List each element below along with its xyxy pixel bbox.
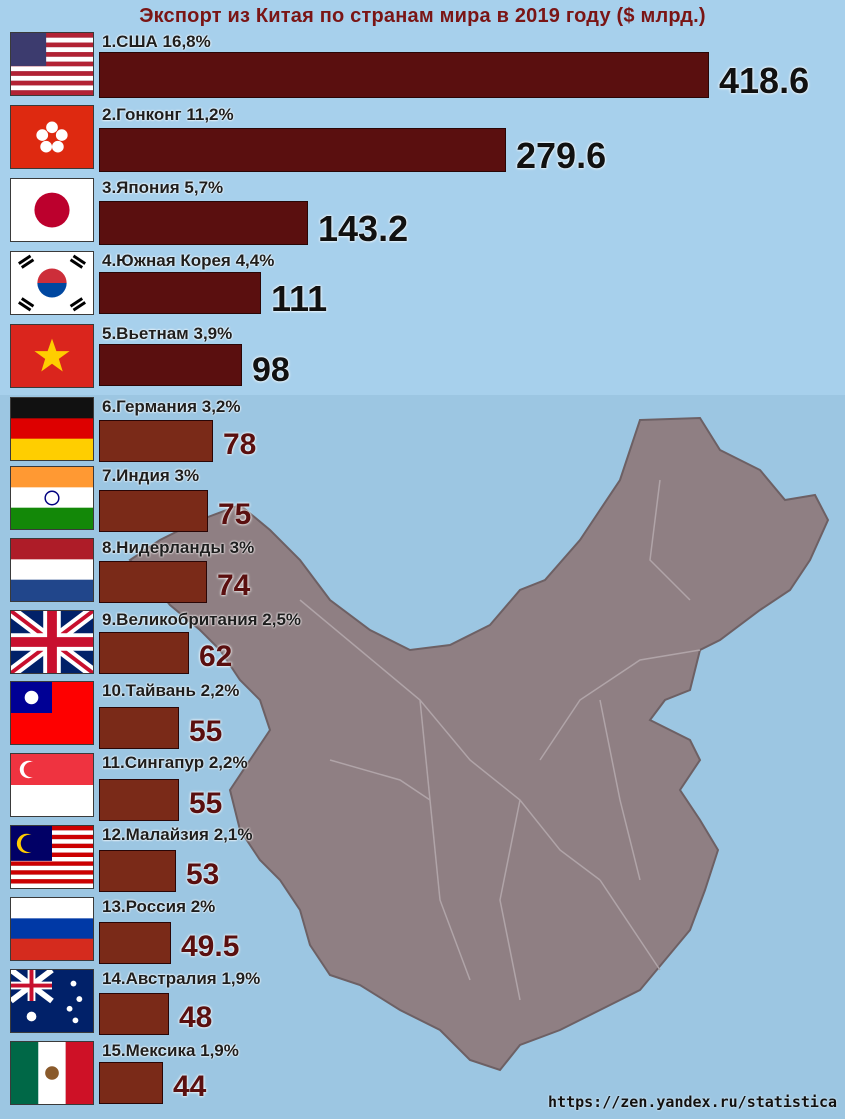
bar (99, 993, 169, 1035)
value-label: 48 (179, 1000, 213, 1034)
singapore-flag-icon (10, 753, 94, 817)
malaysia-flag-icon (10, 825, 94, 889)
south-korea-flag-icon (10, 251, 94, 315)
value-label: 111 (271, 278, 328, 320)
bar (99, 201, 308, 245)
mexico-flag-icon (10, 1041, 94, 1105)
chart-row: 15.Мексика 1,9% 44 (0, 1041, 845, 1109)
russia-flag-icon (10, 897, 94, 961)
uk-flag-icon (10, 610, 94, 674)
category-label: 5.Вьетнам 3,9% (102, 324, 233, 343)
chart-row: 12.Малайзия 2,1% 53 (0, 825, 845, 893)
taiwan-flag-icon (10, 681, 94, 745)
category-label: 2.Гонконг 11,2% (102, 105, 234, 124)
bar (99, 632, 189, 674)
value-label: 98 (252, 351, 290, 390)
value-label: 55 (189, 714, 223, 748)
category-label: 7.Индия 3% (102, 466, 200, 485)
vietnam-flag-icon (10, 324, 94, 388)
japan-flag-icon (10, 178, 94, 242)
value-label: 53 (186, 857, 220, 891)
value-label: 62 (199, 639, 233, 673)
india-flag-icon (10, 466, 94, 530)
category-label: 10.Тайвань 2,2% (102, 681, 240, 700)
chart-row: 8.Нидерланды 3% 74 (0, 538, 845, 606)
value-label: 143.2 (318, 208, 409, 250)
category-label: 15.Мексика 1,9% (102, 1041, 239, 1060)
bar (99, 128, 506, 172)
value-label: 78 (223, 427, 257, 461)
category-label: 6.Германия 3,2% (102, 397, 241, 416)
chart-row: 13.Россия 2% 49.5 (0, 897, 845, 965)
category-label: 8.Нидерланды 3% (102, 538, 255, 557)
category-label: 14.Австралия 1,9% (102, 969, 261, 988)
category-label: 4.Южная Корея 4,4% (102, 251, 275, 270)
netherlands-flag-icon (10, 538, 94, 602)
chart-title: Экспорт из Китая по странам мира в 2019 … (139, 5, 706, 27)
chart-row: 10.Тайвань 2,2% 55 (0, 681, 845, 749)
category-label: 3.Япония 5,7% (102, 178, 224, 197)
germany-flag-icon (10, 397, 94, 461)
value-label: 49.5 (181, 929, 240, 963)
bar (99, 561, 207, 603)
chart-row: 6.Германия 3,2% 78 (0, 397, 845, 465)
chart-row: 9.Великобритания 2,5% 62 (0, 610, 845, 678)
bar (99, 922, 171, 964)
category-label: 12.Малайзия 2,1% (102, 825, 253, 844)
bar (99, 850, 176, 892)
value-label: 44 (173, 1069, 207, 1103)
chart-row: 1.США 16,8% 418.6 (0, 32, 845, 102)
bar (99, 52, 709, 98)
bar (99, 707, 179, 749)
source-url: https://zen.yandex.ru/statistica (548, 1093, 837, 1111)
chart-row: 5.Вьетнам 3,9% 98 (0, 324, 845, 392)
usa-flag-icon (10, 32, 94, 96)
bar (99, 779, 179, 821)
value-label: 75 (218, 497, 252, 531)
bar (99, 420, 213, 462)
value-label: 55 (189, 786, 223, 820)
category-label: 9.Великобритания 2,5% (102, 610, 302, 629)
category-label: 13.Россия 2% (102, 897, 216, 916)
bar (99, 344, 242, 386)
value-label: 418.6 (719, 60, 810, 102)
value-label: 279.6 (516, 135, 607, 177)
bar (99, 272, 261, 314)
chart-row: 7.Индия 3% 75 (0, 466, 845, 534)
china-map-shape (128, 416, 830, 1072)
australia-flag-icon (10, 969, 94, 1033)
chart-row: 11.Сингапур 2,2% 55 (0, 753, 845, 821)
bar (99, 1062, 163, 1104)
chart-row: 4.Южная Корея 4,4% 111 (0, 251, 845, 319)
bar (99, 490, 208, 532)
chart-row: 14.Австралия 1,9% 48 (0, 969, 845, 1037)
chart-row: 2.Гонконг 11,2% 279.6 (0, 105, 845, 176)
value-label: 74 (217, 568, 251, 602)
category-label: 11.Сингапур 2,2% (102, 753, 248, 772)
chart-row: 3.Япония 5,7% 143.2 (0, 178, 845, 249)
category-label: 1.США 16,8% (102, 32, 211, 51)
hong-kong-flag-icon (10, 105, 94, 169)
